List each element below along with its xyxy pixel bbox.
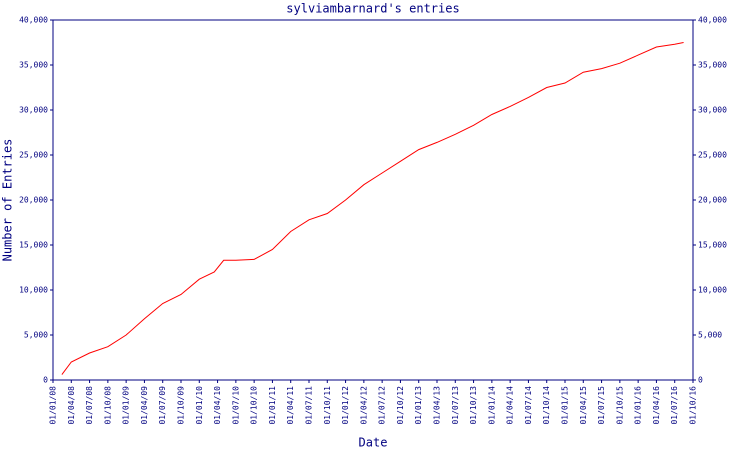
y-tick-label: 40,000 bbox=[19, 16, 48, 25]
x-tick-label: 01/01/15 bbox=[561, 386, 570, 425]
y2-tick-label: 20,000 bbox=[698, 196, 727, 205]
x-tick-label: 01/04/09 bbox=[140, 386, 149, 425]
y-axis-label: Number of Entries bbox=[1, 139, 15, 262]
x-tick-label: 01/01/08 bbox=[49, 386, 58, 425]
x-tick-label: 01/01/14 bbox=[487, 386, 496, 425]
x-tick-label: 01/04/14 bbox=[506, 386, 515, 425]
y-tick-label: 5,000 bbox=[24, 331, 48, 340]
x-tick-label: 01/10/10 bbox=[250, 386, 259, 425]
x-tick-label: 01/04/08 bbox=[67, 386, 76, 425]
y-tick-label: 25,000 bbox=[19, 151, 48, 160]
y2-tick-label: 0 bbox=[698, 376, 703, 385]
x-tick-label: 01/04/12 bbox=[359, 386, 368, 425]
x-tick-label: 01/10/16 bbox=[689, 386, 698, 425]
y2-tick-label: 10,000 bbox=[698, 286, 727, 295]
x-tick-label: 01/04/15 bbox=[579, 386, 588, 425]
x-tick-label: 01/04/13 bbox=[433, 386, 442, 425]
y2-tick-label: 5,000 bbox=[698, 331, 722, 340]
x-tick-label: 01/10/11 bbox=[323, 386, 332, 425]
x-tick-label: 01/01/13 bbox=[414, 386, 423, 425]
chart-title: sylviambarnard's entries bbox=[286, 2, 459, 16]
x-tick-label: 01/01/09 bbox=[122, 386, 131, 425]
x-tick-label: 01/10/14 bbox=[542, 386, 551, 425]
x-tick-label: 01/01/11 bbox=[268, 386, 277, 425]
x-tick-label: 01/04/10 bbox=[213, 386, 222, 425]
x-tick-label: 01/07/14 bbox=[524, 386, 533, 425]
x-tick-label: 01/04/11 bbox=[286, 386, 295, 425]
x-tick-label: 01/10/09 bbox=[177, 386, 186, 425]
x-tick-label: 01/07/13 bbox=[451, 386, 460, 425]
y2-tick-label: 40,000 bbox=[698, 16, 727, 25]
x-tick-label: 01/01/10 bbox=[195, 386, 204, 425]
x-tick-label: 01/01/16 bbox=[634, 386, 643, 425]
y2-tick-label: 15,000 bbox=[698, 241, 727, 250]
x-tick-label: 01/10/08 bbox=[103, 386, 112, 425]
y-tick-label: 0 bbox=[43, 376, 48, 385]
x-tick-label: 01/01/12 bbox=[341, 386, 350, 425]
plot-frame bbox=[52, 19, 694, 381]
y-tick-label: 20,000 bbox=[19, 196, 48, 205]
x-tick-label: 01/07/15 bbox=[597, 386, 606, 425]
y2-tick-label: 35,000 bbox=[698, 61, 727, 70]
y2-tick-label: 30,000 bbox=[698, 106, 727, 115]
y-tick-label: 10,000 bbox=[19, 286, 48, 295]
x-tick-label: 01/10/13 bbox=[469, 386, 478, 425]
x-tick-label: 01/07/09 bbox=[158, 386, 167, 425]
x-tick-label: 01/04/16 bbox=[652, 386, 661, 425]
y2-tick-label: 25,000 bbox=[698, 151, 727, 160]
x-tick-label: 01/07/11 bbox=[305, 386, 314, 425]
x-axis-label: Date bbox=[359, 436, 388, 450]
y-tick-label: 15,000 bbox=[19, 241, 48, 250]
x-tick-label: 01/10/15 bbox=[615, 386, 624, 425]
x-tick-label: 01/10/12 bbox=[396, 386, 405, 425]
x-tick-label: 01/07/10 bbox=[231, 386, 240, 425]
x-tick-label: 01/07/08 bbox=[85, 386, 94, 425]
y-tick-label: 35,000 bbox=[19, 61, 48, 70]
data-line bbox=[61, 42, 684, 375]
x-tick-label: 01/07/16 bbox=[670, 386, 679, 425]
x-tick-label: 01/07/12 bbox=[378, 386, 387, 425]
y-tick-label: 30,000 bbox=[19, 106, 48, 115]
